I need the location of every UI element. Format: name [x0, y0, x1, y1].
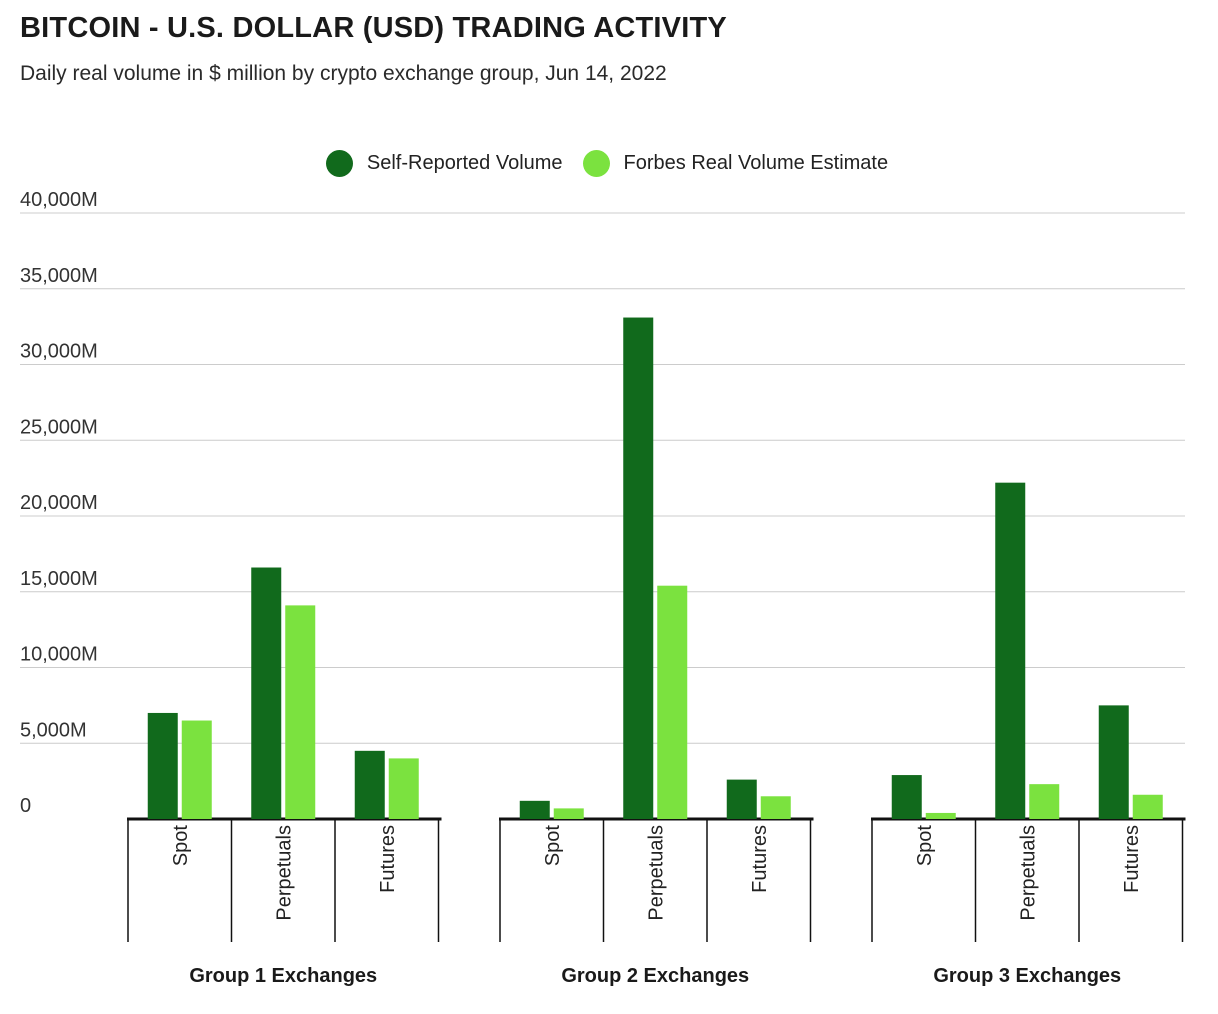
y-tick-label: 10,000M [20, 644, 98, 666]
bar-self-reported [251, 567, 282, 819]
chart-title: BITCOIN - U.S. DOLLAR (USD) TRADING ACTI… [20, 12, 727, 44]
bar-self-reported [726, 779, 757, 819]
bar-forbes-estimate [285, 605, 316, 819]
legend-label-self-reported: Self-Reported Volume [366, 152, 563, 174]
bar-forbes-estimate [553, 808, 584, 819]
group-label: Group 1 Exchanges [189, 965, 377, 987]
bar-forbes-estimate [925, 812, 956, 819]
category-label: Futures [377, 825, 399, 893]
legend: Self-Reported Volume Forbes Real Volume … [0, 150, 1218, 177]
legend-swatch-forbes [582, 150, 610, 177]
category-label: Perpetuals [645, 825, 667, 921]
bar-forbes-estimate [1132, 794, 1163, 819]
bar-forbes-estimate [181, 720, 212, 819]
category-label: Futures [1121, 825, 1143, 893]
bar-self-reported [147, 712, 178, 819]
bar-forbes-estimate [1029, 784, 1060, 819]
category-label: Spot [914, 825, 936, 867]
group-label: Group 3 Exchanges [933, 965, 1121, 987]
group-label: Group 2 Exchanges [561, 965, 749, 987]
y-tick-label: 35,000M [20, 265, 98, 287]
legend-swatch-self-reported [325, 150, 353, 177]
bar-self-reported [995, 482, 1026, 819]
legend-item-self-reported: Self-Reported Volume [325, 150, 563, 177]
bar-forbes-estimate [657, 585, 688, 819]
bar-self-reported [623, 317, 654, 819]
chart-subtitle: Daily real volume in $ million by crypto… [20, 62, 667, 85]
y-tick-label: 15,000M [20, 568, 98, 590]
legend-item-forbes: Forbes Real Volume Estimate [582, 150, 889, 177]
category-label: Perpetuals [273, 825, 295, 921]
category-label: Spot [170, 825, 192, 867]
legend-label-forbes: Forbes Real Volume Estimate [623, 152, 889, 174]
y-tick-label: 5,000M [20, 719, 87, 741]
y-tick-label: 20,000M [20, 492, 98, 514]
bar-self-reported [1098, 705, 1129, 819]
bar-forbes-estimate [388, 758, 419, 819]
category-label: Spot [542, 825, 564, 867]
bar-self-reported [354, 750, 385, 819]
y-tick-label: 40,000M [20, 189, 98, 211]
y-tick-label: 30,000M [20, 341, 98, 363]
bar-self-reported [519, 800, 550, 819]
category-label: Futures [749, 825, 771, 893]
category-label: Perpetuals [1017, 825, 1039, 921]
bar-self-reported [891, 775, 922, 819]
y-tick-label: 25,000M [20, 416, 98, 438]
bar-forbes-estimate [760, 796, 791, 819]
y-tick-label: 0 [20, 795, 31, 817]
